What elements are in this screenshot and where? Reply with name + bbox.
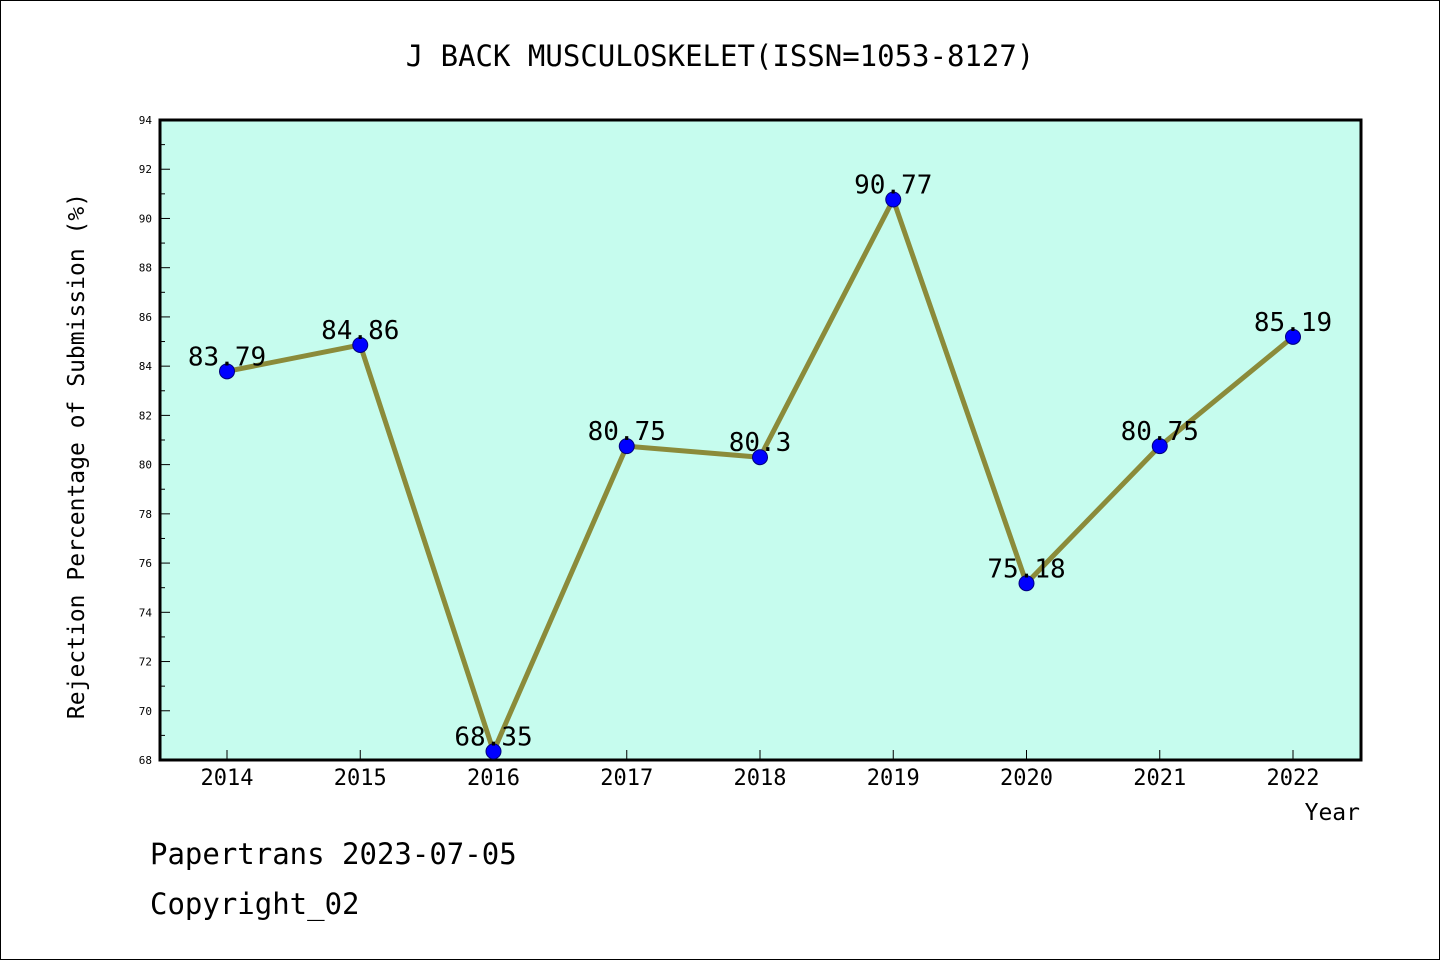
data-point-2018 bbox=[752, 449, 768, 466]
series-line-group bbox=[224, 197, 1296, 754]
y-tick-label: 72 bbox=[139, 656, 152, 669]
chart-title: J BACK MUSCULOSKELET(ISSN=1053-8127) bbox=[406, 39, 1035, 73]
series-line-segment bbox=[357, 342, 496, 754]
data-point-2016 bbox=[485, 743, 502, 760]
data-point-2020 bbox=[1018, 575, 1035, 592]
x-tick-label: 2016 bbox=[467, 766, 520, 791]
y-tick-label: 86 bbox=[139, 311, 152, 324]
data-point-2015 bbox=[352, 336, 369, 353]
data-point-2017 bbox=[618, 438, 635, 455]
y-tick-label: 78 bbox=[139, 508, 152, 521]
data-label-2017: 80.75 bbox=[588, 417, 666, 447]
data-label-2016: 68.35 bbox=[454, 722, 532, 752]
data-label-group: 83.79 84.86 68.35 80.75 80.3 90.77 75.18 80.75 8… bbox=[188, 171, 1332, 753]
x-tick-label: 2015 bbox=[334, 766, 387, 791]
x-tick-label: 2020 bbox=[1000, 766, 1053, 791]
footer-copyright: Copyright_02 bbox=[150, 887, 360, 922]
data-label-2015: 84.86 bbox=[321, 316, 399, 346]
data-label-2018: 80.3 bbox=[729, 428, 792, 458]
y-tick-label: 70 bbox=[139, 705, 152, 718]
y-tick-label: 80 bbox=[139, 459, 152, 472]
x-tick-label: 2017 bbox=[600, 766, 653, 791]
series-line-segment bbox=[757, 197, 896, 460]
data-point-2014 bbox=[219, 363, 235, 380]
y-tick-label: 82 bbox=[139, 409, 152, 422]
y-axis-label: Rejection Percentage of Submission (%) bbox=[64, 193, 90, 719]
marker-group bbox=[219, 191, 1301, 760]
y-tick-label: 76 bbox=[139, 557, 152, 570]
y-tick-label: 92 bbox=[139, 163, 152, 176]
y-axis: 68 70 72 74 76 78 80 82 84 86 88 90 92 94 bbox=[139, 114, 170, 767]
x-axis: 2014 2015 2016 2017 2018 2019 2020 2021 2022 bbox=[201, 750, 1320, 791]
y-tick-label: 74 bbox=[139, 606, 153, 619]
data-point-2021 bbox=[1151, 438, 1168, 455]
x-tick-label: 2022 bbox=[1267, 766, 1320, 791]
data-label-2022: 85.19 bbox=[1254, 308, 1332, 338]
data-point-2022 bbox=[1285, 328, 1301, 345]
y-tick-label: 84 bbox=[139, 360, 153, 373]
footer-date: Papertrans 2023-07-05 bbox=[150, 837, 517, 871]
x-tick-label: 2019 bbox=[867, 766, 920, 791]
series-line-segment bbox=[624, 443, 763, 460]
data-label-2014: 83.79 bbox=[188, 342, 266, 372]
y-tick-label: 88 bbox=[139, 262, 152, 275]
x-axis-label: Year bbox=[1305, 800, 1360, 826]
y-tick-label: 68 bbox=[139, 754, 152, 767]
data-point-2019 bbox=[885, 191, 902, 208]
x-tick-label: 2014 bbox=[201, 766, 254, 791]
series-line-segment bbox=[491, 443, 630, 754]
series-line-segment bbox=[890, 197, 1029, 586]
data-label-2019: 90.77 bbox=[854, 171, 932, 201]
y-tick-label: 90 bbox=[139, 212, 152, 225]
x-tick-label: 2018 bbox=[734, 766, 787, 791]
x-tick-label: 2021 bbox=[1133, 766, 1186, 791]
series-line-segment bbox=[224, 342, 363, 374]
series-line-segment bbox=[1157, 334, 1296, 449]
data-label-2021: 80.75 bbox=[1121, 417, 1199, 447]
y-tick-label: 94 bbox=[139, 114, 153, 127]
series-line-segment bbox=[1024, 443, 1163, 586]
data-label-2020: 75.18 bbox=[987, 554, 1065, 584]
